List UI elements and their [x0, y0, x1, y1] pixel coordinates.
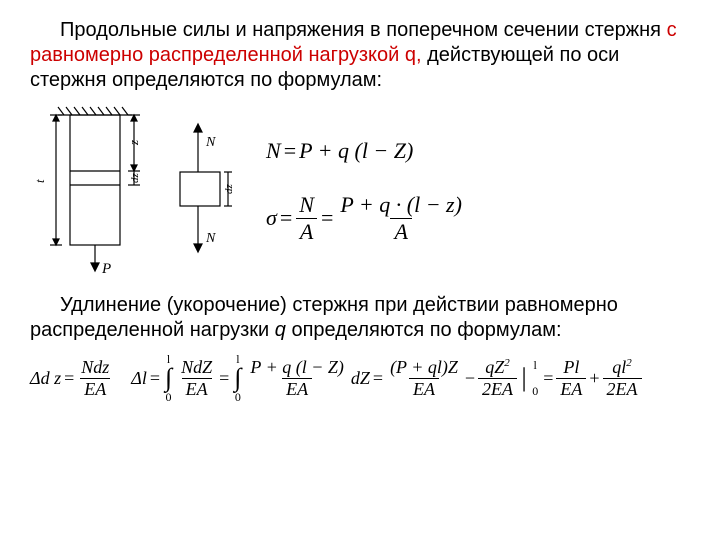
eq3-p7sup: 2	[626, 357, 632, 369]
eq2-sigma: σ	[266, 205, 277, 231]
lim3b: 0	[532, 385, 538, 397]
paragraph-1: Продольные силы и напряжения в поперечно…	[30, 18, 690, 93]
eq3-p5d: 2EA	[478, 378, 517, 400]
paragraph-2: Удлинение (укорочение) стержня при дейст…	[30, 293, 690, 343]
equation-N: N = P + q (l − Z)	[266, 138, 413, 164]
lbl-z: z	[126, 140, 141, 146]
eq2-eq2: =	[321, 205, 333, 231]
eq2-f2d: A	[390, 218, 411, 245]
eq3-p2d: EA	[182, 378, 212, 400]
eq3-p6d: EA	[556, 378, 586, 400]
lbl-dz2: dz	[223, 184, 235, 195]
eq1-lhs: N	[266, 138, 281, 164]
eq3-p4n: (P + ql)Z	[386, 357, 462, 378]
eq3-p3d: EA	[282, 378, 312, 400]
eq3-p1n: Ndz	[77, 357, 113, 378]
lbl-P: P	[101, 261, 111, 277]
eq3-lhs: Δd z	[30, 368, 61, 389]
eq3-p4d: EA	[409, 378, 439, 400]
eq3-p1d: EA	[80, 378, 110, 400]
eq3-p7n: ql	[612, 357, 626, 377]
eq3-p2n: NdZ	[177, 357, 216, 378]
equation-sigma: σ = N A = P + q · (l − z) A	[266, 192, 466, 245]
eq3-p3suf: dZ	[351, 368, 370, 389]
eq3-p7d: 2EA	[603, 378, 642, 400]
lbl-t: t	[32, 179, 47, 183]
eq2-frac1: N A	[295, 192, 318, 245]
eq2-frac2: P + q · (l − z) A	[336, 192, 466, 245]
eq3-eq5: =	[543, 368, 553, 389]
p2-text2: q	[275, 319, 286, 341]
p1-text1: Продольные силы и напряжения в поперечно…	[60, 19, 667, 41]
lbl-N-top: N	[205, 135, 216, 150]
figure-equation-row: z dz t P N N	[30, 101, 690, 281]
eq3-eq2: =	[150, 368, 160, 389]
eq3-p5sup: 2	[504, 357, 510, 369]
diagrams: z dz t P N N	[30, 101, 246, 281]
lbl-N-bot: N	[205, 231, 216, 246]
eq2-f2n: P + q · (l − z)	[336, 192, 466, 218]
eq3-dl: Δl	[131, 368, 147, 389]
p2-text3: определяются по формулам:	[286, 319, 562, 341]
eq3-p5n: qZ	[485, 357, 504, 377]
eq3-eq3: =	[219, 368, 229, 389]
eq2-f1n: N	[295, 192, 318, 218]
lim1b: 0	[166, 391, 172, 403]
diagram-rod: z dz t P	[30, 101, 150, 281]
eq3-p6n: Pl	[559, 357, 583, 378]
eq3-plus: +	[589, 368, 599, 389]
eq3-minus: −	[465, 368, 475, 389]
eq1-rhs: P + q (l − Z)	[299, 138, 413, 164]
eq3-eq1: =	[64, 368, 74, 389]
diagram-element: N N dz	[166, 116, 246, 266]
eq2-f1d: A	[296, 218, 317, 245]
eq3-eq4: =	[373, 368, 383, 389]
eq2-eq1: =	[280, 205, 292, 231]
equations-block: N = P + q (l − Z) σ = N A = P + q · (l −…	[266, 138, 466, 245]
lim2b: 0	[235, 391, 241, 403]
eq1-eq: =	[284, 138, 296, 164]
equation-delta: Δd z = Ndz EA Δl = l∫0 NdZ EA = l∫0 P + …	[30, 353, 690, 403]
eq3-p3n: P + q (l − Z)	[246, 357, 347, 378]
lim3t: l	[534, 359, 537, 371]
lbl-dz: dz	[129, 173, 141, 184]
